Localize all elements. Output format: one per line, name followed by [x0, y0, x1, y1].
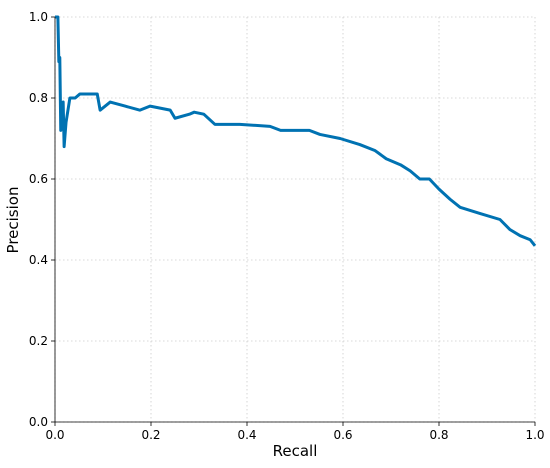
pr-curve	[55, 15, 537, 247]
x-tick-label: 0.2	[141, 428, 160, 442]
x-tick-label: 0.0	[45, 428, 64, 442]
grid	[54, 16, 536, 423]
x-tick-label: 0.4	[237, 428, 256, 442]
y-tick-label: 0.6	[29, 172, 48, 186]
y-tick-label: 0.0	[29, 415, 48, 429]
data	[55, 15, 537, 247]
x-tick-label: 0.8	[429, 428, 448, 442]
y-tick-label: 1.0	[29, 10, 48, 24]
axes: 0.0 0.2 0.4 0.6 0.8 1.0 0.0 0.2 0.4 0.6 0.8 1.0	[29, 10, 545, 442]
y-axis-label: Precision	[4, 187, 22, 254]
x-tick-label: 1.0	[525, 428, 544, 442]
x-axis-label: Recall	[273, 442, 318, 460]
y-tick-label: 0.4	[29, 253, 48, 267]
y-tick-label: 0.2	[29, 334, 48, 348]
x-tick-label: 0.6	[333, 428, 352, 442]
y-tick-label: 0.8	[29, 91, 48, 105]
